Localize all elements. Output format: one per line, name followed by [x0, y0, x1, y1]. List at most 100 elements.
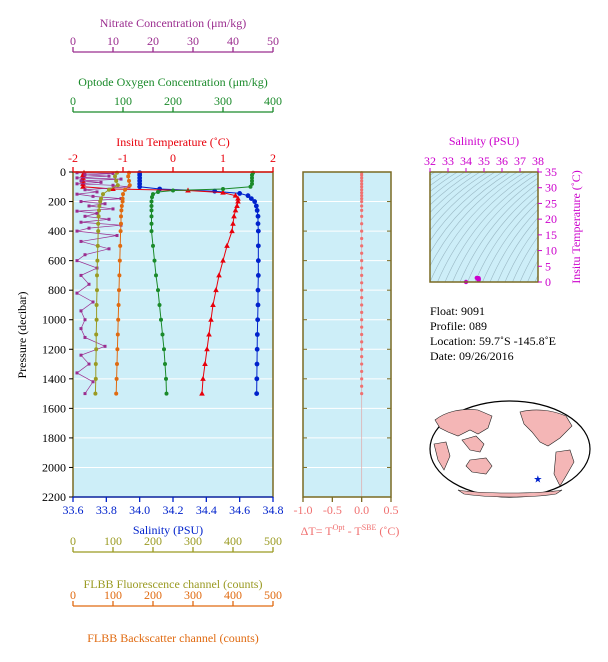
- temperature-axis-label: Insitu Temperature (˚C): [116, 135, 230, 149]
- fluorescence-point: [95, 258, 100, 263]
- backscatter-point: [116, 302, 121, 307]
- delta-t-point: [360, 214, 364, 218]
- nitrate-point: [79, 239, 83, 243]
- delta-t-point: [360, 266, 364, 270]
- nitrate-tick-label: 0: [70, 34, 76, 48]
- ts-isopycnal-line: [430, 172, 488, 222]
- fluorescence-point: [96, 221, 101, 226]
- temperature-point: [235, 198, 241, 204]
- salinity-tick-label: 33.8: [96, 503, 117, 517]
- fluorescence-point: [101, 192, 105, 197]
- temperature-tick-label: 2: [270, 151, 276, 165]
- oxygen-point: [164, 376, 168, 381]
- backscatter-point: [114, 376, 119, 381]
- salinity-point: [255, 273, 261, 278]
- temperature-point: [220, 189, 226, 195]
- oxygen-point: [152, 258, 157, 263]
- salinity-point: [254, 376, 260, 382]
- ts-salinity-label: Salinity (PSU): [449, 134, 519, 148]
- ts-isopycnal-line: [497, 217, 538, 282]
- backscatter-point: [115, 362, 119, 367]
- temperature-point: [200, 375, 206, 381]
- delta-t-point: [360, 288, 364, 292]
- oxygen-point: [157, 302, 162, 307]
- fluorescence-tick-label: 0: [70, 534, 76, 548]
- temperature-point: [229, 228, 235, 234]
- nitrate-point: [75, 176, 79, 180]
- map-land-asia-east: [461, 435, 485, 453]
- delta-t-plot-frame: [302, 171, 392, 498]
- ts-isopycnal-line: [504, 226, 538, 282]
- oxygen-point: [163, 362, 167, 367]
- oxygen-point: [149, 208, 154, 213]
- salinity-point: [253, 203, 259, 209]
- backscatter-point: [127, 183, 132, 188]
- fluorescence-tick-label: 100: [104, 534, 122, 548]
- delta-t-point: [360, 384, 364, 388]
- ts-isopycnal-line: [430, 172, 466, 199]
- nitrate-point: [83, 318, 87, 322]
- oxygen-point: [149, 221, 154, 226]
- temperature-tick-label: 0: [170, 151, 176, 165]
- nitrate-tick-label: 40: [227, 34, 239, 48]
- delta-t-point: [360, 182, 364, 186]
- oxygen-point: [248, 184, 253, 189]
- delta-t-point: [360, 362, 364, 366]
- pressure-tick-label: 0: [60, 165, 66, 179]
- backscatter-axis-label: FLBB Backscatter channel (counts): [87, 631, 259, 645]
- nitrate-axis-label: Nitrate Concentration (μm/kg): [100, 16, 246, 30]
- map-land-africa: [433, 441, 451, 471]
- fluorescence-point: [94, 347, 99, 352]
- ts-temperature-label: Insitu Temperature (˚C): [569, 170, 583, 284]
- nitrate-axis: 0 10 20 30 40 50: [70, 34, 279, 53]
- nitrate-point: [95, 190, 99, 194]
- fluorescence-point: [93, 376, 98, 381]
- delta-t-point: [360, 229, 364, 233]
- pressure-tick-label: 800: [48, 283, 66, 297]
- backscatter-point: [127, 178, 131, 183]
- fluorescence-point: [114, 178, 119, 183]
- salinity-point: [245, 193, 251, 199]
- fluorescence-point: [98, 199, 103, 204]
- backscatter-point: [117, 273, 122, 278]
- nitrate-point: [79, 309, 83, 313]
- delta-t-point: [360, 391, 364, 396]
- pressure-tick-label: 2000: [42, 460, 66, 474]
- oxygen-point: [154, 273, 158, 278]
- backscatter-point: [117, 288, 121, 293]
- nitrate-tick-label: 10: [107, 34, 119, 48]
- nitrate-point: [91, 380, 95, 384]
- ts-x-tick-label: 34: [460, 154, 472, 168]
- float-info: Float: 9091 Profile: 089 Location: 59.7˚…: [430, 304, 556, 363]
- ts-isopycnal-line: [430, 172, 473, 206]
- delta-t-point: [360, 281, 364, 285]
- fluorescence-point: [94, 332, 99, 337]
- salinity-point: [255, 243, 261, 249]
- pressure-tick-label: 1400: [42, 372, 66, 386]
- salinity-point: [254, 391, 260, 396]
- ts-isopycnal-line: [459, 183, 538, 282]
- backscatter-point: [119, 214, 123, 219]
- pressure-tick-label: 1200: [42, 342, 66, 356]
- temperature-point: [210, 301, 216, 307]
- delta-t-point: [360, 377, 364, 381]
- pressure-axis-label: Pressure (decibar): [15, 292, 29, 379]
- oxygen-point: [164, 391, 169, 396]
- fluorescence-point: [93, 362, 98, 367]
- fluorescence-point: [95, 273, 99, 278]
- temperature-point: [206, 331, 212, 337]
- backscatter-point: [119, 221, 123, 226]
- ts-plot-area: [430, 172, 538, 282]
- ts-x-tick-label: 35: [478, 154, 490, 168]
- ts-salinity-axis: 32 33 34 35 36 37 38: [424, 154, 544, 172]
- backscatter-point: [117, 258, 122, 263]
- salinity-point: [255, 287, 261, 293]
- delta-t-point: [360, 208, 364, 213]
- nitrate-point: [79, 353, 83, 357]
- backscatter-tick-label: 500: [264, 588, 282, 602]
- temperature-point: [231, 213, 237, 219]
- backscatter-point: [119, 208, 124, 213]
- backscatter-point: [115, 347, 120, 352]
- backscatter-point: [118, 243, 123, 248]
